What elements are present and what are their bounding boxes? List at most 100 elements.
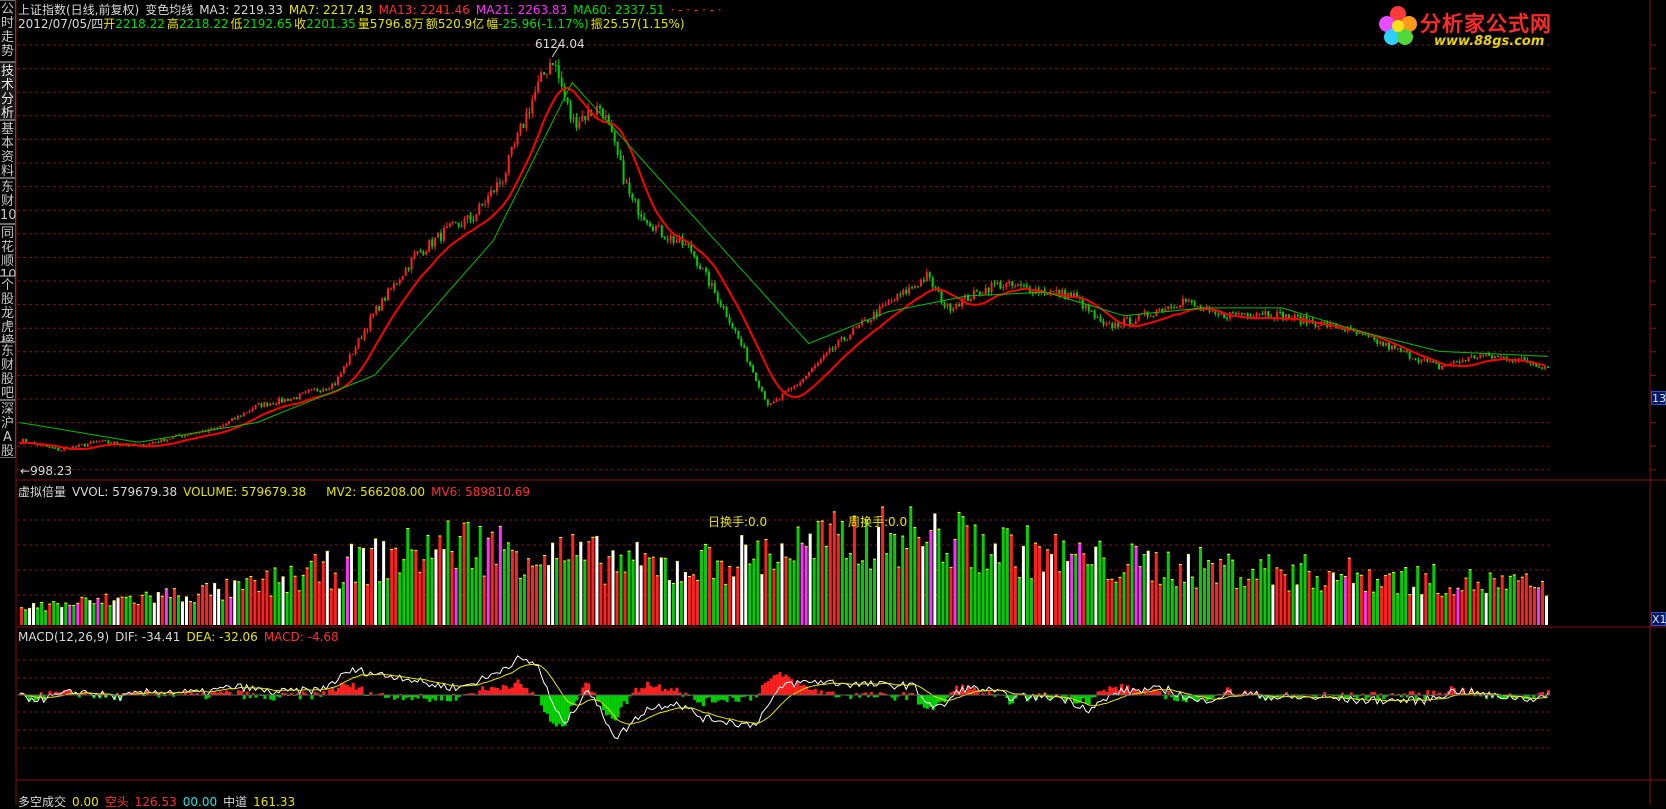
volume-bar	[1151, 581, 1154, 625]
macd-histogram-bar	[522, 688, 525, 695]
candle-body	[1323, 321, 1325, 322]
volume-bar	[1328, 572, 1331, 625]
candle-body	[1185, 299, 1187, 302]
volume-bar	[624, 572, 627, 625]
macd-histogram-bar	[416, 695, 419, 699]
candle-body	[1258, 313, 1260, 314]
volume-bar	[1497, 588, 1500, 625]
candle-body	[1144, 311, 1146, 313]
candle-body	[461, 226, 463, 227]
low-label: ←998.23	[20, 464, 78, 478]
volume-bar	[813, 559, 816, 625]
macd-histogram-bar	[204, 695, 207, 699]
candle-body	[1235, 313, 1237, 315]
candle-body	[331, 384, 333, 389]
macd-histogram-bar	[525, 688, 528, 695]
candle-body	[443, 228, 445, 241]
volume-bar	[1456, 588, 1459, 625]
volume-bar	[52, 602, 55, 625]
macd-histogram-bar	[1364, 695, 1367, 699]
volume-bar	[579, 542, 582, 625]
candle-body	[1182, 299, 1184, 305]
volume-bar	[414, 551, 417, 625]
volume-bar	[1010, 535, 1013, 625]
candle-body	[1126, 318, 1128, 319]
candle-body	[1026, 286, 1028, 288]
candle-body	[817, 363, 819, 366]
volume-bar	[406, 529, 409, 625]
candle-body	[1376, 339, 1378, 343]
candle-body	[1170, 306, 1172, 307]
volume-bar	[1014, 567, 1017, 625]
volume-bar	[1372, 592, 1375, 625]
macd-histogram-bar	[1376, 695, 1379, 700]
volume-bar	[1493, 579, 1496, 625]
volume-bar	[1400, 572, 1403, 625]
macd-histogram-bar	[814, 689, 817, 695]
candle-body	[1135, 321, 1137, 324]
volume-bar	[467, 522, 470, 625]
macd-histogram-bar	[355, 689, 358, 695]
candle-body	[1297, 315, 1299, 317]
candle-body	[555, 65, 557, 66]
volume-bar	[96, 598, 99, 625]
volume-bar	[358, 548, 361, 625]
candle-body	[1397, 348, 1399, 349]
candle-body	[1052, 291, 1054, 292]
candle-body	[475, 214, 477, 220]
candle-body	[1097, 317, 1099, 318]
candle-body	[599, 106, 601, 108]
candle-body	[1017, 284, 1019, 286]
candle-body	[605, 115, 607, 117]
candle-body	[1547, 367, 1549, 368]
macd-histogram-bar	[673, 691, 676, 695]
candle-body	[1382, 342, 1384, 346]
candle-body	[1191, 300, 1193, 302]
volume-bar	[1396, 594, 1399, 625]
candle-body	[1456, 361, 1458, 362]
volume-bar	[386, 579, 389, 625]
volume-bar	[857, 564, 860, 625]
volume-bar	[426, 535, 429, 625]
candle-body	[1470, 356, 1472, 357]
volume-bar	[748, 564, 751, 625]
volume-bar	[1219, 560, 1222, 625]
macd-histogram-bar	[34, 695, 37, 701]
macd-histogram-bar	[1158, 691, 1161, 695]
macd-histogram-bar	[575, 695, 578, 700]
volume-bar	[1267, 555, 1270, 625]
candle-body	[1394, 345, 1396, 348]
volume-bar	[680, 582, 683, 625]
candle-body	[896, 294, 898, 300]
macd-histogram-bar	[829, 692, 832, 695]
candle-body	[1247, 313, 1249, 316]
volume-bar	[438, 536, 441, 625]
candle-body	[467, 215, 469, 219]
volume-bar	[543, 556, 546, 625]
candle-body	[1468, 357, 1470, 361]
volume-bar	[133, 603, 136, 625]
candle-body	[1105, 324, 1107, 325]
candle-body	[496, 182, 498, 191]
macd-histogram-bar	[434, 695, 437, 701]
volume-bar	[265, 571, 268, 625]
volume-bar	[620, 555, 623, 625]
candle-body	[484, 203, 486, 204]
volume-bar	[1223, 566, 1226, 625]
macd-histogram-bar	[508, 689, 511, 695]
volume-bar	[998, 563, 1001, 625]
volume-bar	[648, 558, 651, 625]
volume-bar	[338, 589, 341, 625]
candle-body	[313, 389, 315, 390]
volume-bar	[1187, 554, 1190, 625]
candle-body	[782, 394, 784, 399]
candle-body	[352, 354, 354, 355]
volume-bar	[1203, 569, 1206, 625]
volume-bar	[603, 584, 606, 625]
candle-body	[849, 335, 851, 340]
volume-bar	[507, 543, 510, 625]
macd-histogram-bar	[693, 695, 696, 700]
